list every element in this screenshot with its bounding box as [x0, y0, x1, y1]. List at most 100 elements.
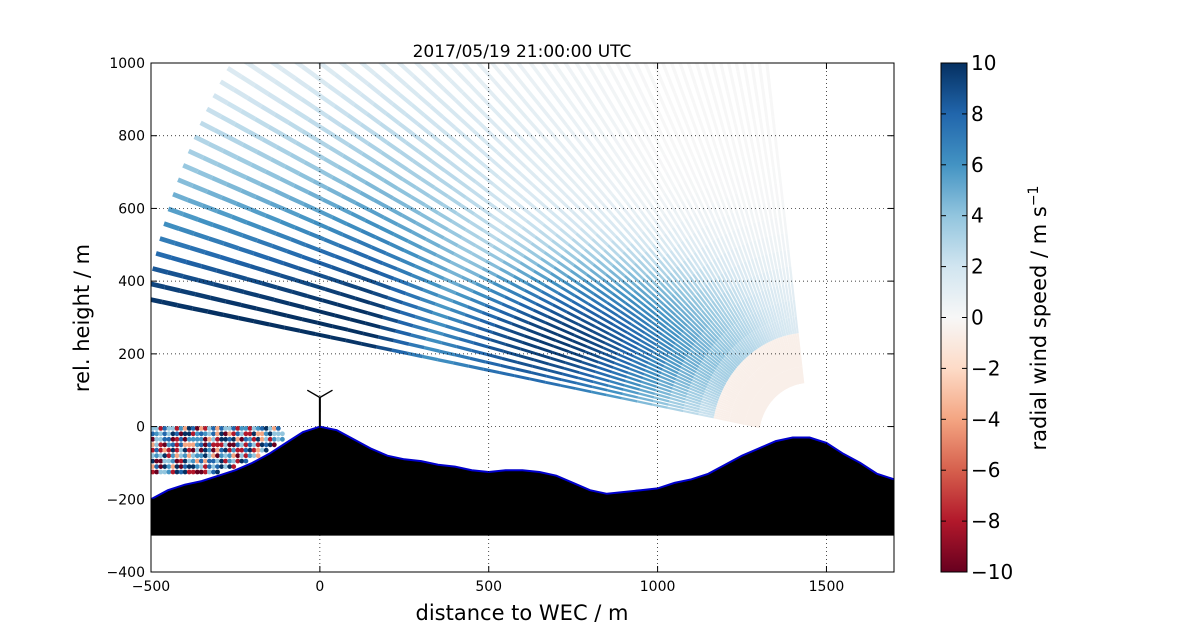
scan-ray-segment: [535, 352, 551, 360]
scan-ray-segment: [768, 305, 776, 322]
scan-ray-segment: [778, 216, 784, 234]
scan-ray-segment: [721, 359, 735, 373]
scan-ray-segment: [637, 311, 653, 323]
scan-ray-segment: [626, 222, 640, 237]
scan-ray-segment: [726, 63, 733, 74]
scan-ray-segment: [374, 160, 391, 173]
noise-return-point: [215, 442, 220, 448]
scan-ray-segment: [547, 15, 556, 29]
scan-ray-segment: [706, 205, 716, 222]
scan-ray-segment: [393, 159, 409, 172]
scan-ray-segment: [321, 298, 338, 307]
scan-ray-segment: [704, 390, 720, 400]
scan-ray-segment: [622, 226, 636, 241]
scan-ray-segment: [646, 164, 658, 180]
scan-ray-segment: [665, 326, 680, 339]
scan-ray-segment: [685, 141, 695, 158]
scan-ray-segment: [688, 34, 693, 50]
scan-ray-segment: [236, 155, 253, 167]
noise-return-point: [271, 431, 277, 437]
noise-return-point: [227, 431, 233, 437]
noise-return-point: [211, 447, 216, 453]
scan-ray-segment: [744, 225, 752, 243]
scan-ray-segment: [758, 67, 764, 85]
scan-ray-segment: [572, 0, 580, 12]
scan-ray-segment: [297, 45, 310, 55]
scan-ray-segment: [575, 136, 588, 152]
scan-ray-segment: [437, 211, 454, 224]
scan-ray-segment: [746, 86, 753, 104]
scan-ray-segment: [595, 287, 611, 300]
scan-ray-segment: [728, 328, 740, 344]
scan-ray-segment: [726, 250, 736, 268]
scan-ray-segment: [380, 150, 396, 163]
colorbar-tick-label: −2: [971, 356, 1000, 380]
scan-ray-segment: [633, 262, 648, 276]
scan-ray-segment: [727, 352, 741, 366]
scan-ray-segment: [570, 344, 586, 353]
scan-ray-segment: [234, 259, 251, 269]
scan-ray-segment: [615, 63, 621, 67]
noise-return-point: [166, 464, 172, 469]
scan-ray-segment: [741, 156, 749, 174]
scan-ray-segment: [449, 260, 466, 271]
scan-ray-segment: [340, 93, 356, 107]
scan-ray-segment: [721, 391, 737, 401]
y-tick-label: 800: [118, 129, 145, 145]
scan-ray-segment: [769, 379, 781, 395]
scan-ray-segment: [772, 269, 778, 287]
scan-ray-segment: [729, 419, 745, 425]
scan-ray-segment: [646, 68, 656, 85]
scan-ray-segment: [526, 189, 541, 204]
scan-ray-segment: [620, 279, 635, 292]
scan-ray-segment: [484, 165, 500, 179]
noise-return-point: [182, 436, 188, 442]
scan-ray-segment: [693, 343, 707, 356]
scan-ray-segment: [639, 210, 652, 226]
scan-ray-segment: [652, 317, 668, 329]
scan-ray-segment: [261, 281, 278, 290]
scan-ray-segment: [543, 194, 558, 208]
scan-ray-segment: [363, 265, 380, 275]
scan-ray-segment: [516, 267, 532, 279]
noise-return-point: [263, 426, 269, 431]
noise-return-point: [235, 453, 241, 459]
scan-ray-segment: [437, 358, 454, 365]
scan-ray-segment: [584, 107, 597, 124]
scan-ray-segment: [436, 151, 452, 164]
scan-ray-segment: [624, 335, 640, 346]
scan-ray-segment: [635, 214, 648, 229]
scan-ray-segment: [721, 334, 735, 349]
scan-ray-segment: [740, 262, 749, 280]
scan-ray-segment: [417, 306, 434, 315]
scan-ray-segment: [567, 243, 582, 256]
scan-ray-segment: [761, 387, 774, 401]
noise-return-point: [194, 447, 200, 453]
scan-ray-segment: [614, 361, 630, 370]
scan-ray-segment: [782, 267, 788, 285]
scan-ray-segment: [792, 333, 798, 351]
scan-ray-segment: [681, 70, 690, 88]
scan-ray-segment: [745, 417, 762, 424]
scan-ray-segment: [391, 348, 408, 356]
scan-ray-segment: [280, 67, 297, 81]
scan-ray-segment: [649, 223, 662, 239]
scan-ray-segment: [303, 160, 320, 172]
scan-ray-segment: [404, 112, 420, 126]
scan-ray-segment: [732, 346, 745, 361]
x-axis-label: distance to WEC / m: [416, 601, 629, 625]
scan-ray-segment: [708, 10, 712, 26]
scan-ray-segment: [388, 168, 404, 181]
noise-return-point: [215, 426, 220, 431]
scan-ray-segment: [744, 207, 752, 225]
scan-ray-segment: [709, 222, 719, 239]
scan-ray-segment: [431, 76, 446, 91]
scan-ray-segment: [346, 113, 362, 126]
scan-ray-segment: [493, 0, 503, 7]
scan-ray-segment: [705, 97, 714, 115]
noise-return-point: [223, 431, 229, 437]
scan-ray-segment: [656, 0, 662, 8]
scan-ray-segment: [717, 218, 727, 235]
scan-ray-segment: [459, 328, 476, 337]
scan-ray-segment: [639, 189, 652, 205]
